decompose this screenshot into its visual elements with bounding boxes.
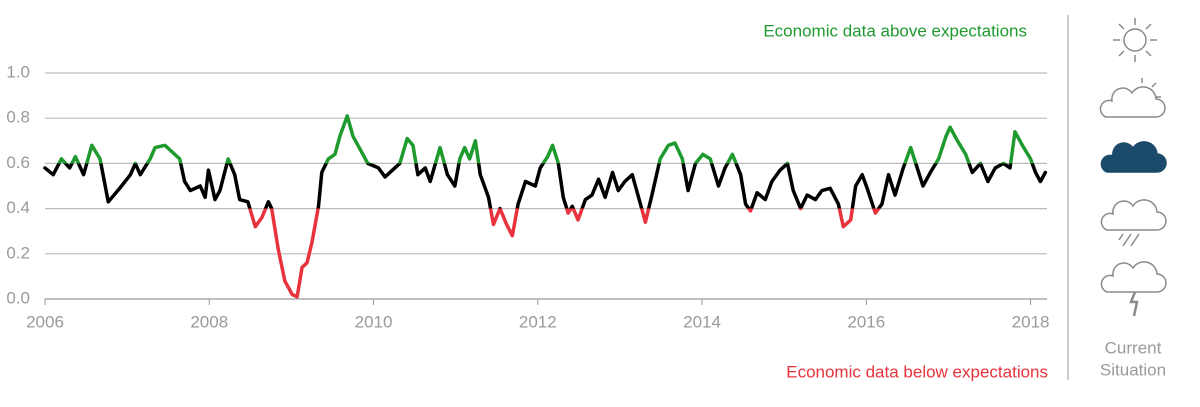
- y-tick-label: 0.8: [6, 108, 30, 127]
- y-tick-label: 0.2: [6, 243, 30, 262]
- line-series: [43, 114, 1048, 299]
- x-tick-label: 2008: [190, 312, 228, 331]
- icon-sun: [1113, 18, 1157, 62]
- x-tick-label: 2014: [683, 312, 721, 331]
- sidebar-label: Situation: [1100, 360, 1166, 379]
- y-tick-label: 0.4: [6, 198, 30, 217]
- x-tick-label: 2018: [1012, 312, 1050, 331]
- x-tick-label: 2010: [355, 312, 393, 331]
- y-tick-label: 0.6: [6, 153, 30, 172]
- annotation-below: Economic data below expectations: [786, 362, 1048, 381]
- sidebar-label: Current: [1105, 338, 1162, 357]
- annotation-above: Economic data above expectations: [763, 21, 1027, 40]
- y-tick-label: 0.0: [6, 288, 30, 307]
- x-tick-label: 2006: [26, 312, 64, 331]
- x-tick-label: 2016: [847, 312, 885, 331]
- icon-rain: [1100, 199, 1167, 247]
- icon-cloud-current: [1100, 141, 1167, 173]
- icon-partly-cloudy: [1099, 78, 1166, 118]
- y-tick-label: 1.0: [6, 62, 30, 81]
- x-tick-label: 2012: [519, 312, 557, 331]
- icon-thunder: [1100, 261, 1167, 317]
- weather-icons: [1099, 18, 1167, 317]
